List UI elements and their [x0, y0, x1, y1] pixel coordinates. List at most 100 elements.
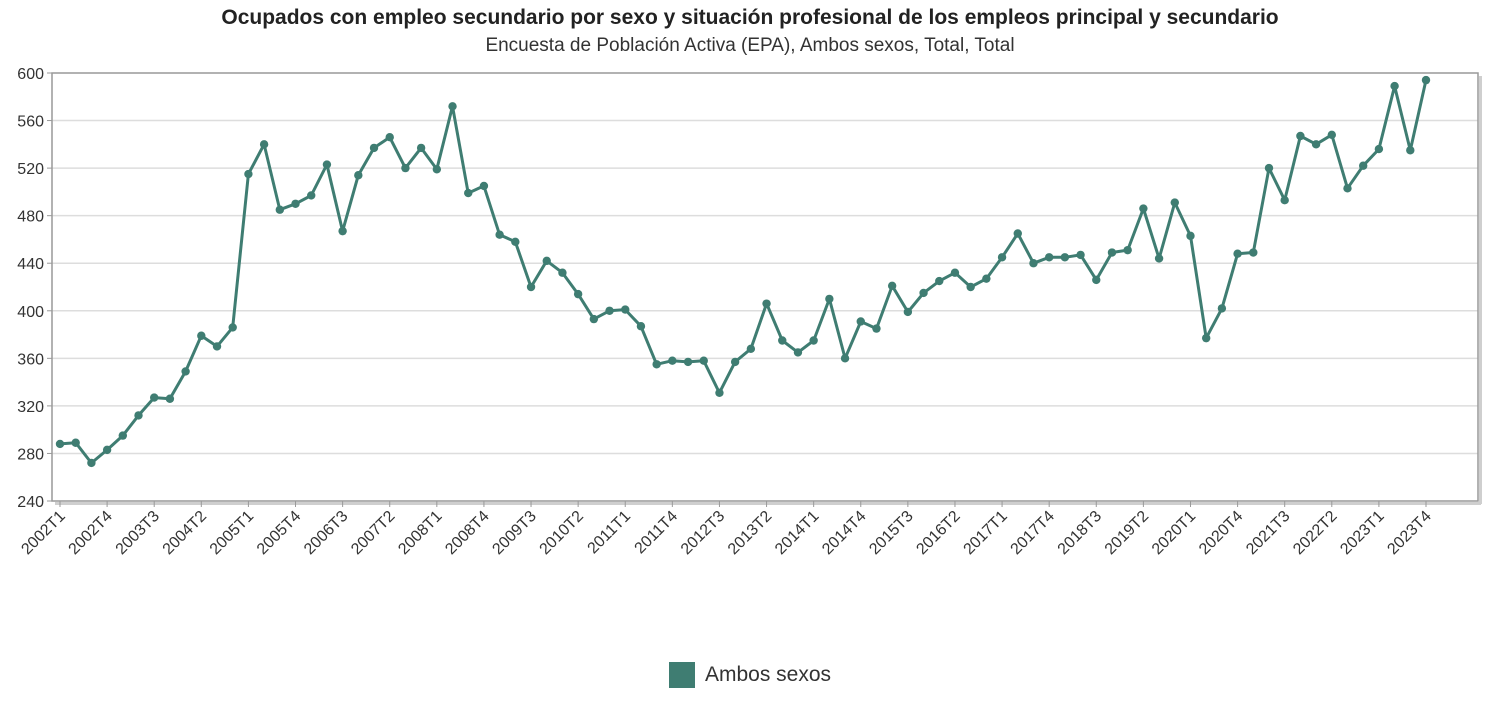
data-point[interactable] [1343, 184, 1352, 193]
data-point[interactable] [87, 458, 96, 468]
x-tick-label: 2007T2 [348, 508, 398, 558]
data-point[interactable] [558, 268, 567, 277]
data-point[interactable] [887, 281, 897, 291]
data-point[interactable] [950, 268, 960, 277]
data-point[interactable] [1421, 75, 1431, 85]
data-point[interactable] [840, 354, 850, 363]
data-point[interactable] [338, 226, 347, 236]
data-point[interactable] [55, 439, 65, 449]
y-tick-label: 400 [17, 304, 44, 321]
data-point[interactable] [228, 323, 237, 332]
data-point[interactable] [165, 394, 175, 403]
data-point[interactable] [275, 205, 285, 214]
data-point[interactable] [134, 411, 143, 420]
data-point[interactable] [401, 163, 410, 173]
data-point[interactable] [1076, 250, 1085, 260]
data-point[interactable] [181, 367, 190, 376]
data-point[interactable] [1233, 249, 1242, 258]
data-point[interactable] [605, 306, 614, 315]
data-point[interactable] [1139, 204, 1148, 213]
legend-swatch[interactable] [668, 662, 695, 688]
data-point[interactable] [479, 181, 489, 191]
data-point[interactable] [872, 324, 881, 333]
data-point[interactable] [1264, 163, 1274, 173]
data-point[interactable] [762, 299, 771, 308]
data-point[interactable] [259, 140, 269, 149]
data-point[interactable] [778, 336, 787, 345]
legend: Ambos sexos [0, 662, 1500, 688]
data-point[interactable] [636, 322, 646, 331]
data-point[interactable] [369, 143, 379, 153]
y-tick-label: 600 [17, 66, 44, 83]
data-point[interactable] [997, 253, 1007, 262]
data-point[interactable] [699, 356, 708, 365]
data-point[interactable] [1044, 253, 1054, 262]
x-tick-label: 2020T4 [1196, 508, 1246, 558]
data-point[interactable] [982, 274, 991, 283]
data-point[interactable] [354, 171, 363, 180]
data-point[interactable] [1029, 259, 1038, 268]
data-point[interactable] [511, 237, 520, 247]
data-point[interactable] [825, 294, 834, 304]
data-point[interactable] [935, 276, 944, 286]
data-point[interactable] [1249, 248, 1258, 257]
data-point[interactable] [1154, 254, 1164, 263]
data-point[interactable] [903, 307, 913, 317]
data-point[interactable] [793, 348, 803, 357]
data-point[interactable] [1013, 229, 1022, 238]
data-point[interactable] [526, 282, 536, 292]
data-point[interactable] [1186, 231, 1195, 241]
data-point[interactable] [71, 438, 80, 447]
legend-label[interactable]: Ambos sexos [704, 663, 832, 686]
data-point[interactable] [322, 160, 332, 169]
data-point[interactable] [385, 133, 394, 142]
data-point[interactable] [1107, 248, 1117, 257]
data-point[interactable] [715, 388, 724, 398]
data-point[interactable] [1358, 161, 1368, 170]
data-point[interactable] [652, 360, 661, 369]
data-point[interactable] [291, 199, 300, 208]
data-point[interactable] [197, 331, 206, 340]
data-point[interactable] [1092, 275, 1101, 285]
data-point[interactable] [919, 288, 928, 298]
data-point[interactable] [1280, 196, 1289, 205]
data-point[interactable] [1374, 144, 1384, 154]
data-point[interactable] [683, 357, 693, 367]
data-point[interactable] [307, 191, 316, 200]
data-point[interactable] [1123, 245, 1132, 255]
data-point[interactable] [621, 305, 630, 314]
data-point[interactable] [1060, 253, 1070, 262]
data-point[interactable] [589, 314, 599, 324]
data-point[interactable] [495, 230, 504, 239]
data-point[interactable] [1327, 130, 1336, 140]
data-point[interactable] [542, 256, 551, 266]
data-point[interactable] [432, 165, 442, 174]
data-point[interactable] [212, 342, 222, 351]
data-point[interactable] [102, 445, 112, 455]
data-point[interactable] [118, 431, 128, 440]
data-point[interactable] [746, 344, 756, 354]
data-point[interactable] [1217, 304, 1227, 313]
data-point[interactable] [1390, 81, 1399, 91]
y-axis: 240 280 320 360 400 440 480 520 560 600 [17, 66, 52, 511]
data-point[interactable] [573, 289, 583, 299]
data-point[interactable] [809, 336, 818, 345]
data-point[interactable] [244, 169, 253, 179]
data-point[interactable] [150, 393, 159, 402]
data-point[interactable] [416, 143, 426, 153]
series-line [59, 79, 1428, 465]
data-point[interactable] [448, 102, 457, 111]
data-point[interactable] [668, 356, 677, 365]
data-point[interactable] [1296, 131, 1305, 141]
data-point[interactable] [1311, 140, 1321, 149]
data-point[interactable] [464, 188, 473, 198]
chart-title: Ocupados con empleo secundario por sexo … [221, 6, 1279, 29]
data-point[interactable] [730, 357, 740, 367]
data-point[interactable] [856, 317, 865, 326]
data-point[interactable] [1170, 198, 1179, 207]
y-tick-label: 240 [17, 494, 44, 511]
data-point[interactable] [966, 282, 975, 292]
data-point[interactable] [1406, 146, 1415, 155]
data-point[interactable] [1201, 333, 1211, 343]
